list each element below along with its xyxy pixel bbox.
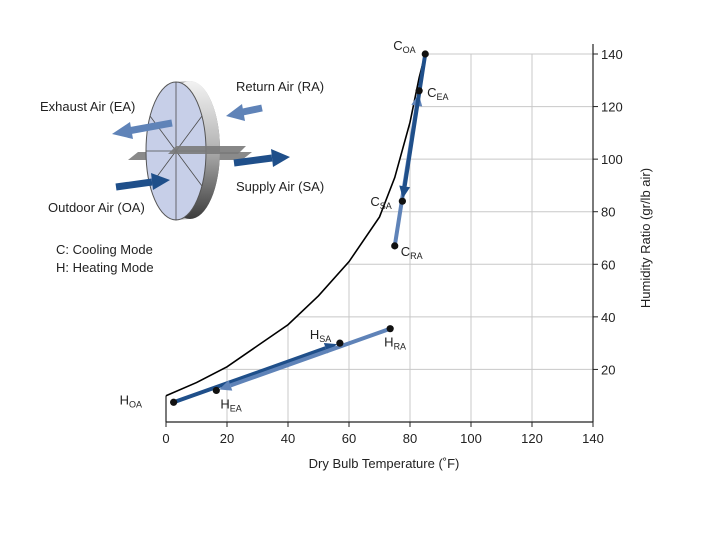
label-H_EA: HEA: [220, 396, 241, 413]
arrow-shaft: [172, 346, 327, 405]
x-tick-label: 60: [342, 431, 356, 446]
arrow-head: [399, 185, 411, 199]
label-C_EA: CEA: [427, 85, 448, 102]
x-tick-label: 0: [162, 431, 169, 446]
y-tick-label: 40: [601, 310, 615, 325]
supply-air-label: Supply Air (SA): [236, 179, 324, 194]
x-tick-label: 140: [582, 431, 604, 446]
x-tick-label: 40: [281, 431, 295, 446]
point-H_RA: [386, 325, 394, 333]
arrow-C_OA-to-C_SA: [399, 53, 428, 199]
y-tick-label: 140: [601, 47, 623, 62]
return-air-label: Return Air (RA): [236, 79, 324, 94]
y-tick-label: 100: [601, 152, 623, 167]
energy-wheel-diagram: Exhaust Air (EA) Return Air (RA) Supply …: [40, 79, 324, 275]
y-tick-label: 120: [601, 100, 623, 115]
y-tick-label: 20: [601, 362, 615, 377]
y-axis-label: Humidity Ratio (gr/lb air): [638, 168, 653, 308]
label-C_RA: CRA: [401, 244, 423, 261]
state-points: [170, 50, 429, 406]
arrow-shaft: [229, 326, 391, 388]
cooling-mode-label: C: Cooling Mode: [56, 242, 153, 257]
supply-air-arrow: [233, 149, 290, 167]
label-H_OA: HOA: [120, 392, 142, 409]
point-C_SA: [398, 197, 406, 205]
arrow-shaft: [402, 53, 428, 187]
label-H_RA: HRA: [384, 335, 406, 352]
y-tick-label: 80: [601, 205, 615, 220]
saturation-curve-layer: [165, 53, 427, 397]
label-C_OA: COA: [393, 38, 415, 55]
x-tick-label: 80: [403, 431, 417, 446]
outdoor-air-label: Outdoor Air (OA): [48, 200, 145, 215]
point-H_OA: [170, 398, 178, 406]
return-air-arrow: [226, 104, 263, 121]
unsaturated-mask: [164, 44, 426, 396]
label-C_SA: CSA: [370, 194, 391, 211]
exhaust-air-arrow: [112, 119, 173, 139]
label-H_SA: HSA: [310, 327, 331, 344]
outdoor-air-arrow: [115, 173, 170, 191]
x-tick-label: 100: [460, 431, 482, 446]
point-H_SA: [336, 339, 344, 347]
saturation-curve: [165, 53, 427, 397]
heating-mode-label: H: Heating Mode: [56, 260, 154, 275]
x-tick-label: 120: [521, 431, 543, 446]
process-arrows: [172, 53, 428, 405]
arrow-head: [219, 380, 233, 391]
arrow-H_RA-to-H_EA: [219, 326, 391, 391]
x-axis-label: Dry Bulb Temperature (˚F): [309, 456, 460, 471]
divider-plate-front: [168, 146, 246, 154]
point-C_EA: [415, 87, 423, 95]
x-tick-label: 20: [220, 431, 234, 446]
exhaust-air-label: Exhaust Air (EA): [40, 99, 135, 114]
point-C_RA: [391, 242, 399, 250]
axes: 0 20 40 60 80 100 120 140 20 40 60 80 100 120 140: [162, 44, 623, 446]
point-labels: COA CEA CSA CRA HSA HRA HEA HOA: [120, 38, 449, 413]
point-H_EA: [212, 386, 220, 395]
point-C_OA: [421, 50, 429, 58]
y-tick-label: 60: [601, 257, 615, 272]
